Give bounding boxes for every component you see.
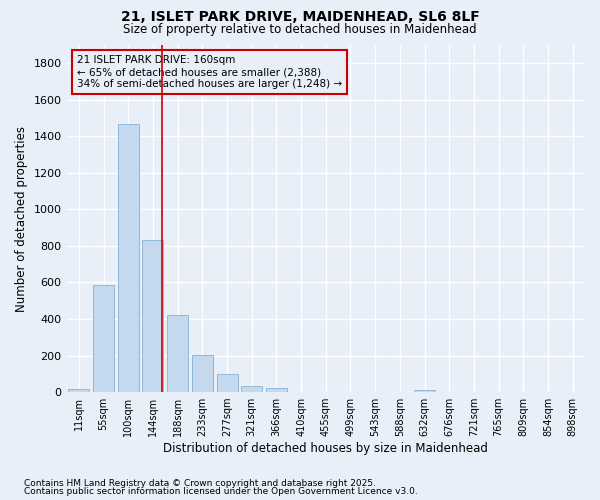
X-axis label: Distribution of detached houses by size in Maidenhead: Distribution of detached houses by size …	[163, 442, 488, 455]
Y-axis label: Number of detached properties: Number of detached properties	[15, 126, 28, 312]
Text: 21 ISLET PARK DRIVE: 160sqm
← 65% of detached houses are smaller (2,388)
34% of : 21 ISLET PARK DRIVE: 160sqm ← 65% of det…	[77, 56, 342, 88]
Bar	[192, 354, 213, 392]
Bar	[68, 390, 89, 392]
Text: Size of property relative to detached houses in Maidenhead: Size of property relative to detached ho…	[123, 22, 477, 36]
Bar	[118, 124, 139, 392]
Bar	[93, 285, 114, 392]
Bar	[167, 316, 188, 392]
Bar	[217, 374, 238, 392]
Text: Contains HM Land Registry data © Crown copyright and database right 2025.: Contains HM Land Registry data © Crown c…	[24, 478, 376, 488]
Text: Contains public sector information licensed under the Open Government Licence v3: Contains public sector information licen…	[24, 487, 418, 496]
Bar	[142, 240, 163, 392]
Bar	[414, 390, 435, 392]
Bar	[241, 386, 262, 392]
Bar	[266, 388, 287, 392]
Text: 21, ISLET PARK DRIVE, MAIDENHEAD, SL6 8LF: 21, ISLET PARK DRIVE, MAIDENHEAD, SL6 8L…	[121, 10, 479, 24]
